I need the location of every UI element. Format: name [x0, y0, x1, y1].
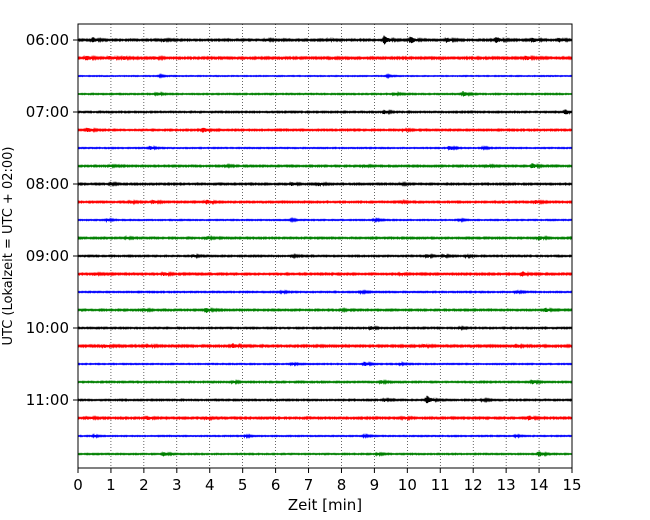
y-tick-label: 06:00	[26, 31, 69, 49]
trace-line	[77, 270, 573, 278]
trace-line	[77, 180, 573, 188]
trace-line	[77, 72, 573, 80]
trace-line	[77, 144, 573, 152]
x-tick-label: 4	[205, 476, 215, 494]
x-tick-label: 8	[337, 476, 347, 494]
trace-line	[77, 342, 573, 350]
x-tick-label: 15	[562, 476, 581, 494]
trace-line	[77, 378, 573, 386]
x-tick-label: 2	[139, 476, 149, 494]
x-tick-label: 10	[398, 476, 417, 494]
trace-line	[77, 306, 573, 314]
trace-group	[77, 35, 573, 458]
trace-line	[77, 415, 573, 422]
y-tick-label: 09:00	[26, 247, 69, 265]
y-tick-label: 10:00	[26, 319, 69, 337]
vertical-grid	[110, 24, 540, 468]
plot-background	[78, 24, 572, 468]
x-tick-label: 13	[497, 476, 516, 494]
y-axis-label: UTC (Lokalzeit = UTC + 02:00)	[1, 147, 16, 346]
x-tick-label: 11	[431, 476, 450, 494]
y-tick-label: 08:00	[26, 175, 69, 193]
trace-line	[77, 360, 573, 367]
x-tick-label: 9	[370, 476, 380, 494]
x-tick-label: 6	[271, 476, 281, 494]
trace-line	[77, 109, 573, 116]
trace-line	[77, 216, 573, 224]
trace-line	[77, 252, 573, 260]
x-tick-label: 5	[238, 476, 248, 494]
trace-line	[77, 54, 573, 62]
x-axis-ticks: 0 1 2 3 4 5 6 7 8 9 10 11 12 13 14 15	[73, 468, 582, 494]
trace-line	[77, 234, 573, 242]
y-tick-label: 07:00	[26, 103, 69, 121]
trace-line	[77, 433, 573, 440]
x-axis-label: Zeit [min]	[288, 496, 362, 514]
trace-line	[77, 395, 573, 404]
x-tick-label: 3	[172, 476, 182, 494]
y-tick-label: 11:00	[26, 391, 69, 409]
x-tick-label: 7	[304, 476, 314, 494]
x-tick-label: 0	[73, 476, 83, 494]
x-tick-label: 14	[530, 476, 549, 494]
trace-line	[77, 35, 573, 45]
trace-line	[77, 289, 573, 296]
y-axis-ticks: 06:00 07:00 08:00 09:00 10:00 11:00	[26, 31, 78, 409]
trace-line	[77, 324, 573, 332]
trace-line	[77, 451, 573, 458]
trace-line	[77, 127, 573, 134]
trace-line	[77, 198, 573, 206]
trace-line	[77, 90, 573, 97]
plot-frame	[77, 23, 573, 469]
trace-line	[77, 162, 573, 170]
x-tick-label: 1	[106, 476, 116, 494]
x-tick-label: 12	[464, 476, 483, 494]
